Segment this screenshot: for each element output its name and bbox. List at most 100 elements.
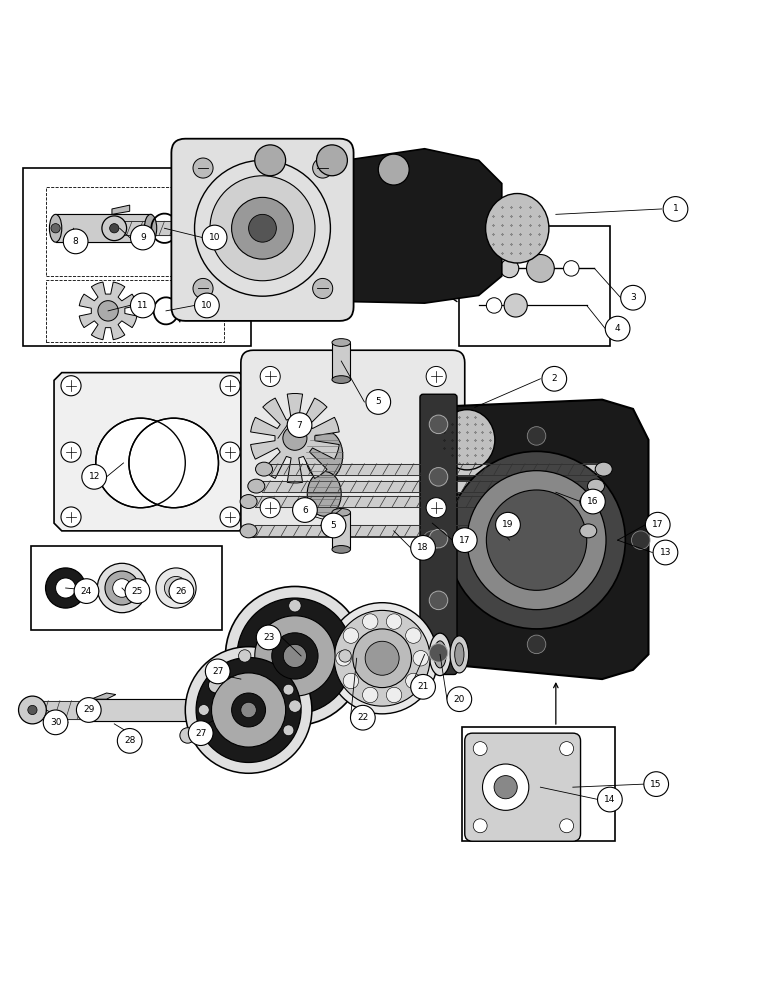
Circle shape <box>500 259 519 278</box>
Circle shape <box>220 376 240 396</box>
Circle shape <box>283 725 294 736</box>
Circle shape <box>429 529 448 548</box>
Polygon shape <box>54 373 247 531</box>
FancyBboxPatch shape <box>46 280 224 342</box>
Circle shape <box>426 498 446 518</box>
Text: 26: 26 <box>176 587 187 596</box>
Circle shape <box>220 442 240 462</box>
Circle shape <box>180 728 195 743</box>
Circle shape <box>564 261 579 276</box>
Circle shape <box>169 579 194 603</box>
Circle shape <box>581 489 605 514</box>
Text: 27: 27 <box>195 729 206 738</box>
Circle shape <box>289 600 301 612</box>
Circle shape <box>185 647 312 773</box>
Text: 18: 18 <box>418 543 428 552</box>
Circle shape <box>188 721 213 745</box>
FancyBboxPatch shape <box>23 168 251 346</box>
Circle shape <box>386 614 401 629</box>
Circle shape <box>313 278 333 299</box>
Circle shape <box>210 176 315 281</box>
Circle shape <box>321 513 346 538</box>
Circle shape <box>386 687 401 703</box>
Text: 14: 14 <box>604 795 615 804</box>
Ellipse shape <box>332 508 350 516</box>
Circle shape <box>28 705 37 715</box>
Circle shape <box>293 498 317 522</box>
Circle shape <box>317 145 347 176</box>
Text: 12: 12 <box>89 472 100 481</box>
Circle shape <box>193 278 213 299</box>
Circle shape <box>19 696 46 724</box>
Polygon shape <box>423 400 648 679</box>
Circle shape <box>208 678 224 693</box>
Circle shape <box>344 673 359 689</box>
Text: 13: 13 <box>660 548 671 557</box>
Circle shape <box>51 224 60 233</box>
Bar <box>332 512 350 549</box>
Circle shape <box>605 316 630 341</box>
FancyBboxPatch shape <box>459 226 610 346</box>
Circle shape <box>452 528 477 552</box>
Ellipse shape <box>434 641 446 668</box>
Ellipse shape <box>332 339 350 346</box>
Circle shape <box>344 628 359 643</box>
Circle shape <box>289 700 301 712</box>
Ellipse shape <box>332 546 350 553</box>
Text: 2: 2 <box>551 374 557 383</box>
Circle shape <box>411 536 435 560</box>
FancyBboxPatch shape <box>462 727 615 841</box>
Circle shape <box>486 490 587 590</box>
Circle shape <box>327 603 438 714</box>
Circle shape <box>196 657 301 762</box>
Circle shape <box>413 651 428 666</box>
Circle shape <box>631 531 650 549</box>
Ellipse shape <box>429 633 451 676</box>
Circle shape <box>447 687 472 712</box>
Circle shape <box>61 507 81 527</box>
Circle shape <box>272 633 318 679</box>
Circle shape <box>378 154 409 185</box>
Circle shape <box>653 540 678 565</box>
Circle shape <box>198 705 209 715</box>
Circle shape <box>283 426 307 450</box>
Circle shape <box>46 568 86 608</box>
Text: 15: 15 <box>651 780 662 789</box>
Ellipse shape <box>240 495 257 508</box>
Polygon shape <box>112 205 130 214</box>
Text: 10: 10 <box>201 301 212 310</box>
Polygon shape <box>80 282 137 340</box>
Text: 10: 10 <box>209 233 220 242</box>
Text: 25: 25 <box>132 587 143 596</box>
Circle shape <box>113 579 131 597</box>
FancyBboxPatch shape <box>46 187 224 276</box>
Circle shape <box>527 255 554 282</box>
Text: 19: 19 <box>503 520 513 529</box>
Circle shape <box>74 579 99 603</box>
Circle shape <box>429 415 448 434</box>
Text: 21: 21 <box>418 682 428 691</box>
Circle shape <box>334 610 430 706</box>
Circle shape <box>494 776 517 799</box>
FancyBboxPatch shape <box>420 394 457 674</box>
Circle shape <box>366 390 391 414</box>
Text: 11: 11 <box>137 301 148 310</box>
Circle shape <box>164 576 188 600</box>
Circle shape <box>313 158 333 178</box>
Circle shape <box>220 507 240 527</box>
Circle shape <box>255 616 335 696</box>
Circle shape <box>260 498 280 518</box>
Circle shape <box>232 693 266 727</box>
Ellipse shape <box>256 462 273 476</box>
Circle shape <box>560 742 574 756</box>
Circle shape <box>43 710 68 735</box>
Circle shape <box>644 772 669 796</box>
Circle shape <box>448 451 625 629</box>
Ellipse shape <box>144 214 157 242</box>
Circle shape <box>102 216 127 241</box>
Text: 6: 6 <box>302 506 308 515</box>
Circle shape <box>241 702 256 718</box>
Circle shape <box>125 579 150 603</box>
Text: 3: 3 <box>630 293 636 302</box>
Circle shape <box>527 427 546 445</box>
